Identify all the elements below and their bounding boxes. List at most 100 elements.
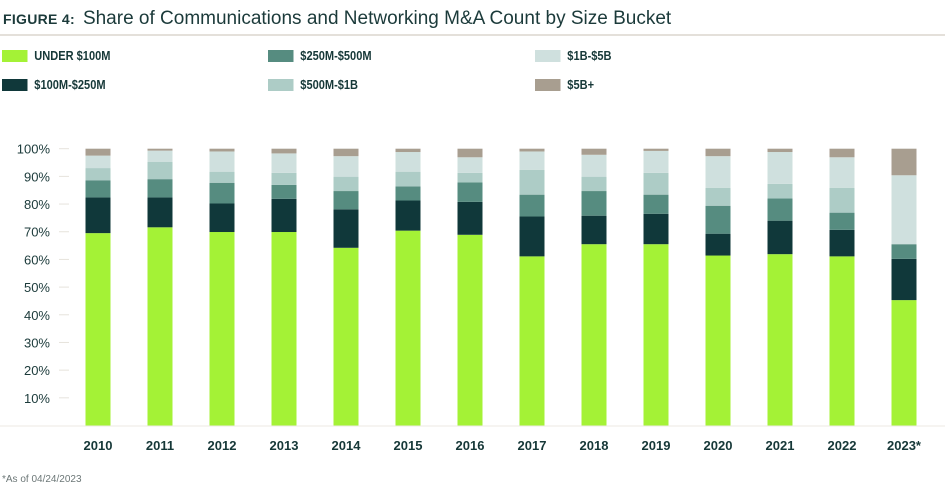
x-tick-label: 2013 <box>270 438 299 453</box>
x-tick-label: 2021 <box>766 438 795 453</box>
bar-segment <box>209 182 235 204</box>
bar-segment <box>271 198 297 233</box>
bar-segment <box>829 229 855 257</box>
bar-segment <box>829 212 855 230</box>
bar-segment <box>581 244 607 426</box>
bar-segment <box>581 148 607 155</box>
bar-segment <box>85 233 111 426</box>
y-tick-label: 40% <box>24 308 50 323</box>
bar-segment <box>147 197 173 228</box>
y-tick-label: 90% <box>24 169 50 184</box>
bar-segment <box>891 258 917 301</box>
bar-segment <box>271 148 297 154</box>
bar-segment <box>457 148 483 158</box>
legend-swatch <box>268 49 294 62</box>
bar-segment <box>519 148 545 152</box>
bar-segment <box>85 148 111 156</box>
x-tick-label: 2015 <box>394 438 423 453</box>
legend-label: $1B-$5B <box>567 48 612 63</box>
legend-item-5b-plus: $5B+ <box>535 77 594 92</box>
x-tick-label: 2017 <box>518 438 547 453</box>
bar-segment <box>209 171 235 183</box>
y-tick-label: 20% <box>24 363 50 378</box>
bar-segment <box>829 148 855 158</box>
bar-segment <box>333 148 359 157</box>
bar-segment <box>643 213 669 245</box>
bar-segment <box>829 187 855 213</box>
bar-segment <box>333 191 359 210</box>
legend-item-under-100m: UNDER $100M <box>2 48 110 63</box>
legend-swatch <box>535 49 561 62</box>
legend-item-500m-1b: $500M-$1B <box>268 77 358 92</box>
bar-segment <box>147 150 173 162</box>
bar-segment <box>395 186 421 201</box>
bar-segment <box>395 230 421 426</box>
y-tick-label: 30% <box>24 335 50 350</box>
bar-segment <box>333 156 359 177</box>
bar-segment <box>767 148 793 153</box>
bar-segment <box>209 148 235 152</box>
y-tick-label: 100% <box>17 142 51 157</box>
bar-segment <box>519 216 545 257</box>
stacked-bar-chart: 10% 20% 30% 40% 50% 60% 70% 80% 90% 100% 2010 2011 2… <box>0 142 945 453</box>
bar-segment <box>705 233 731 256</box>
legend-label: $100M-$250M <box>34 77 106 92</box>
bar-segment <box>643 244 669 426</box>
bar-segment <box>767 220 793 255</box>
footnote: *As of 04/24/2023 <box>2 474 82 485</box>
bar-segment <box>767 152 793 184</box>
x-tick-label: 2020 <box>704 438 733 453</box>
legend-label: UNDER $100M <box>34 48 111 63</box>
bar-segment <box>519 194 545 217</box>
bar-segment <box>209 203 235 233</box>
figure-label: FIGURE 4: <box>3 11 75 27</box>
x-tick-label: 2012 <box>208 438 237 453</box>
bar-segment <box>767 254 793 426</box>
x-tick-label: 2016 <box>456 438 485 453</box>
bar-segment <box>829 157 855 188</box>
bar-segment <box>519 151 545 170</box>
legend-item-250m-500m: $250M-$500M <box>268 48 372 63</box>
bar-segment <box>271 172 297 185</box>
legend-swatch <box>268 78 294 91</box>
bar-segment <box>85 180 111 198</box>
bar-segment <box>457 157 483 173</box>
bar-segment <box>271 153 297 173</box>
bar-segment <box>85 168 111 181</box>
chart-title: FIGURE 4: Share of Communications and Net… <box>3 8 671 30</box>
bar-segment <box>705 187 731 206</box>
y-tick-label: 80% <box>24 197 50 212</box>
bar-segment <box>829 256 855 426</box>
bar-segment <box>395 200 421 231</box>
bar-segment <box>705 205 731 234</box>
legend-label: $250M-$500M <box>300 48 372 63</box>
y-tick-label: 50% <box>24 280 50 295</box>
bar-segment <box>457 182 483 202</box>
x-tick-label: 2011 <box>146 438 174 453</box>
bar-segment <box>147 148 173 151</box>
bar-segment <box>209 232 235 426</box>
bar-segment <box>271 232 297 426</box>
x-tick-label: 2019 <box>642 438 671 453</box>
bar-segment <box>643 150 669 173</box>
bar-segment <box>643 148 669 151</box>
legend-item-1b-5b: $1B-$5B <box>535 48 612 63</box>
bar-segment <box>643 194 669 214</box>
title-divider <box>0 34 945 36</box>
title-text: Share of Communications and Networking M… <box>82 8 672 29</box>
bar-segment <box>85 155 111 169</box>
bar-segment <box>85 197 111 234</box>
legend-swatch <box>2 78 28 91</box>
x-tick-label: 2018 <box>580 438 609 453</box>
bar-segment <box>891 300 917 426</box>
bar-segment <box>333 209 359 248</box>
bar-segment <box>581 154 607 177</box>
bar-segment <box>581 176 607 192</box>
y-tick-label: 10% <box>24 391 50 406</box>
x-tick-label: 2010 <box>84 438 113 453</box>
legend-swatch <box>2 49 28 62</box>
bar-segment <box>705 255 731 426</box>
bar-segment <box>581 215 607 245</box>
bar-segment <box>457 201 483 235</box>
bar-segment <box>891 244 917 259</box>
